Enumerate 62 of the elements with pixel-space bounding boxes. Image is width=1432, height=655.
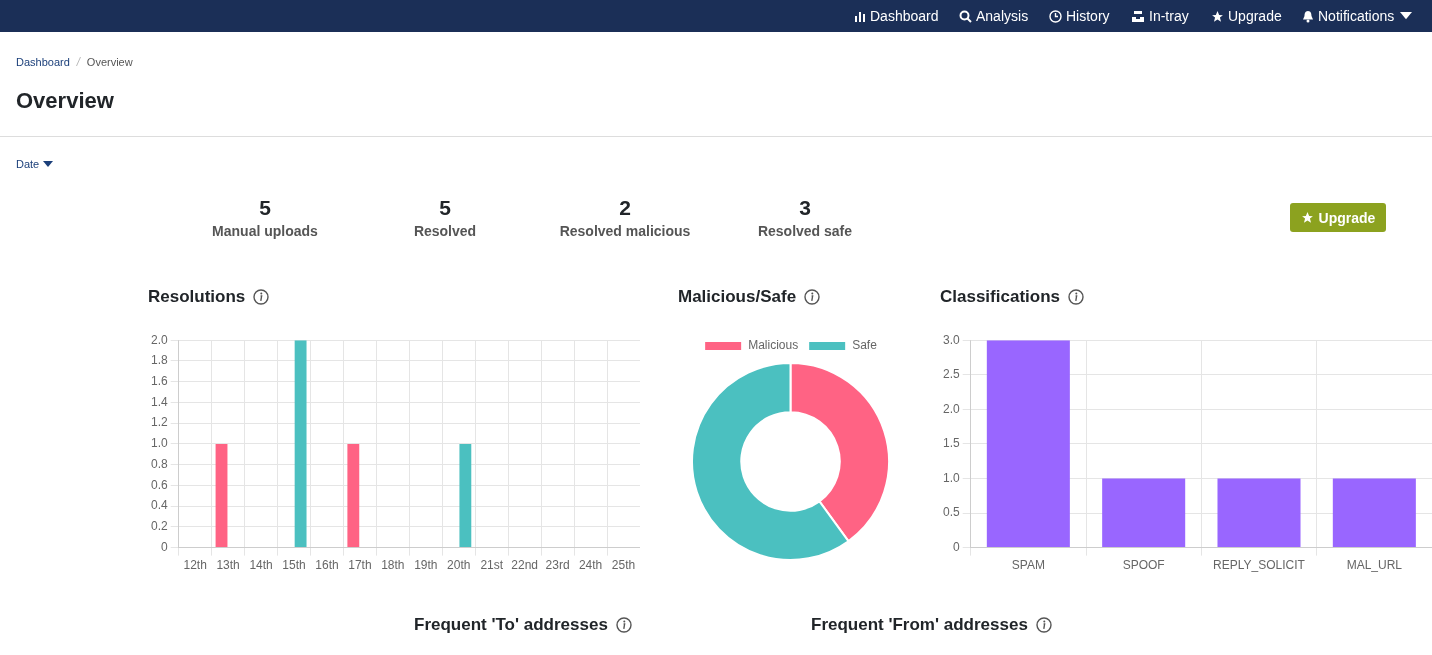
y-tick-label: 2.0 — [942, 401, 960, 416]
x-tick-label: MAL_URL — [1346, 558, 1403, 573]
x-tick-label: 12th — [183, 558, 207, 573]
y-tick-label: 1.8 — [150, 353, 168, 368]
y-tick-label: 1.4 — [150, 394, 168, 409]
y-tick-label: 0.2 — [150, 519, 168, 534]
text: Date — [16, 158, 40, 170]
text: In-tray — [1149, 8, 1189, 24]
y-tick-label: 0.5 — [942, 505, 960, 520]
y-tick-label: 0.4 — [150, 498, 168, 513]
x-tick-label: 22nd — [511, 558, 539, 573]
y-tick-label: 0 — [952, 539, 960, 554]
x-tick-label: 18th — [381, 558, 405, 573]
y-tick-label: 0.8 — [150, 456, 168, 471]
x-tick-label: 23rd — [545, 558, 570, 573]
x-tick-label: 19th — [414, 558, 438, 573]
text: Overview — [86, 56, 133, 68]
y-tick-label: 1.0 — [942, 470, 960, 485]
text: Frequent 'From' addresses — [811, 615, 1028, 635]
text: Resolved — [412, 223, 478, 239]
text: 5 — [258, 196, 272, 220]
y-tick-label: 2.0 — [150, 332, 168, 347]
text: 5 — [438, 196, 452, 220]
x-tick-label: 15th — [282, 558, 306, 573]
y-tick-label: 1.0 — [150, 436, 168, 451]
text: Resolved safe — [756, 223, 854, 239]
x-tick-label: 24th — [578, 558, 603, 573]
text: Dashboard — [16, 56, 70, 68]
text: 2 — [618, 196, 632, 220]
y-tick-label: 0 — [160, 539, 168, 554]
x-tick-label: 21st — [480, 558, 504, 573]
y-tick-label: 1.6 — [150, 373, 168, 388]
y-tick-label: 0.6 — [150, 477, 168, 492]
x-tick-label: SPAM — [1011, 558, 1045, 573]
x-tick-label: REPLY_SOLICIT — [1213, 558, 1306, 573]
x-tick-label: 13th — [216, 558, 240, 573]
chart-title: Resolutions — [148, 287, 246, 307]
x-tick-label: 14th — [249, 558, 273, 573]
legend-label: Safe — [852, 338, 878, 353]
text: History — [1066, 8, 1110, 24]
text: Overview — [16, 88, 114, 114]
y-tick-label: 1.2 — [150, 415, 168, 430]
y-tick-label: 3.0 — [942, 332, 960, 347]
text: Notifications — [1318, 8, 1395, 24]
y-tick-label: 1.5 — [942, 436, 960, 451]
x-tick-label: 20th — [447, 558, 471, 573]
text: Resolved malicious — [558, 223, 692, 239]
chart-title: Classifications — [940, 287, 1060, 307]
x-tick-label: SPOOF — [1122, 558, 1165, 573]
y-tick-label: 2.5 — [942, 367, 960, 382]
legend-label: Malicious — [748, 338, 799, 353]
text: Upgrade — [1318, 209, 1376, 226]
text: Manual uploads — [211, 223, 319, 239]
text: Upgrade — [1228, 8, 1282, 24]
text: Frequent 'To' addresses — [414, 615, 608, 635]
text: Dashboard — [870, 8, 939, 24]
x-tick-label: 25th — [611, 558, 636, 573]
x-tick-label: 17th — [348, 558, 372, 573]
chart-title: Malicious/Safe — [678, 287, 797, 307]
x-tick-label: 16th — [315, 558, 339, 573]
text: Analysis — [976, 8, 1029, 24]
text: 3 — [798, 196, 812, 220]
